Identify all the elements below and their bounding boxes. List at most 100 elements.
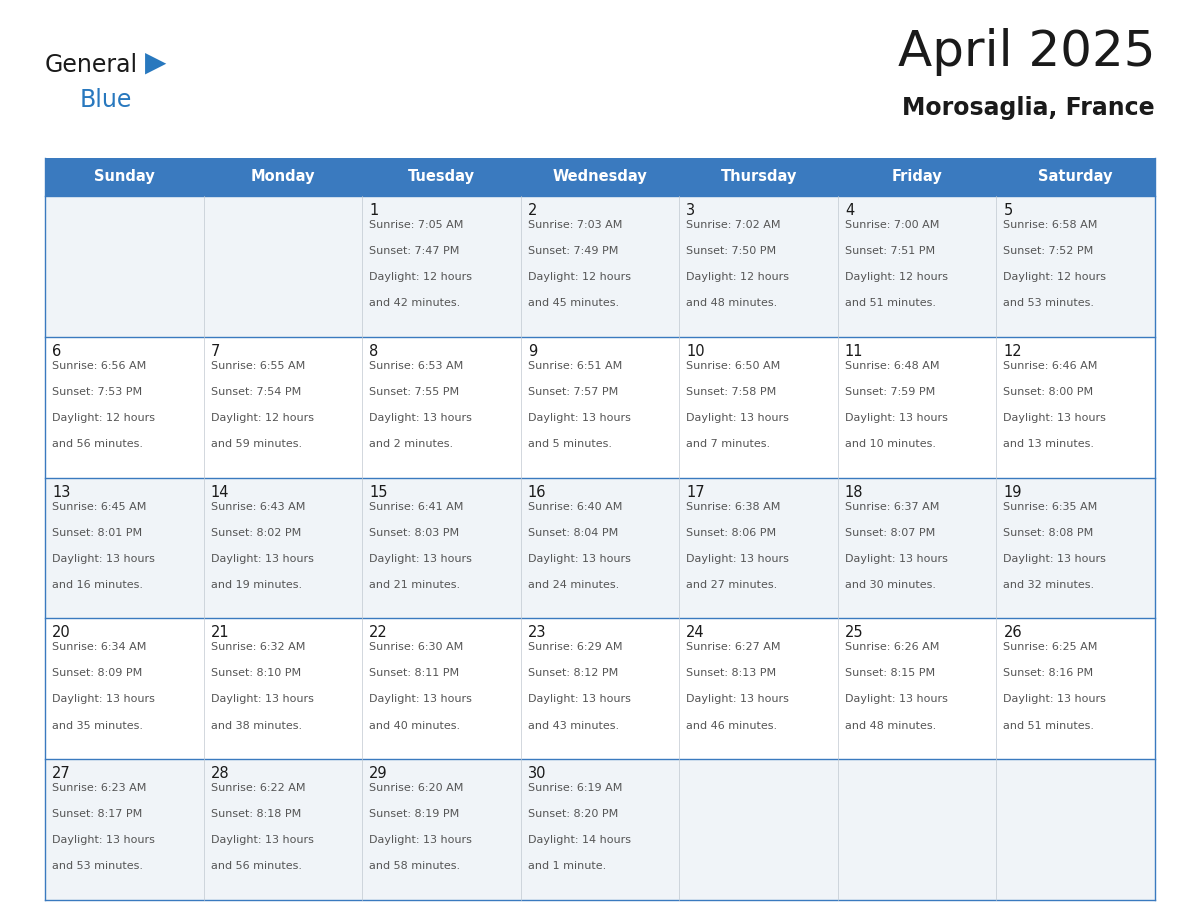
Text: Daylight: 13 hours: Daylight: 13 hours bbox=[52, 554, 154, 564]
Bar bbox=[680, 759, 838, 900]
Text: Daylight: 12 hours: Daylight: 12 hours bbox=[369, 272, 472, 282]
Bar bbox=[997, 759, 1155, 900]
Text: and 48 minutes.: and 48 minutes. bbox=[687, 298, 777, 308]
Text: and 38 minutes.: and 38 minutes. bbox=[210, 721, 302, 731]
Text: Sunset: 8:18 PM: Sunset: 8:18 PM bbox=[210, 810, 301, 819]
Bar bbox=[838, 196, 997, 337]
Bar bbox=[520, 196, 680, 337]
Text: and 43 minutes.: and 43 minutes. bbox=[527, 721, 619, 731]
Bar bbox=[203, 158, 362, 196]
Text: and 30 minutes.: and 30 minutes. bbox=[845, 580, 936, 589]
Text: 25: 25 bbox=[845, 625, 864, 641]
Text: and 13 minutes.: and 13 minutes. bbox=[1004, 439, 1094, 449]
Text: Sunset: 7:49 PM: Sunset: 7:49 PM bbox=[527, 246, 618, 256]
Text: Sunrise: 7:00 AM: Sunrise: 7:00 AM bbox=[845, 220, 940, 230]
Bar bbox=[45, 158, 203, 196]
Bar bbox=[680, 477, 838, 619]
Text: Sunrise: 6:40 AM: Sunrise: 6:40 AM bbox=[527, 501, 623, 511]
Text: Daylight: 13 hours: Daylight: 13 hours bbox=[1004, 413, 1106, 423]
Text: 26: 26 bbox=[1004, 625, 1022, 641]
Text: Daylight: 13 hours: Daylight: 13 hours bbox=[210, 554, 314, 564]
Text: Daylight: 12 hours: Daylight: 12 hours bbox=[527, 272, 631, 282]
Text: 23: 23 bbox=[527, 625, 546, 641]
Text: 9: 9 bbox=[527, 344, 537, 359]
Text: Sunrise: 6:35 AM: Sunrise: 6:35 AM bbox=[1004, 501, 1098, 511]
Text: 12: 12 bbox=[1004, 344, 1022, 359]
Text: Daylight: 14 hours: Daylight: 14 hours bbox=[527, 835, 631, 845]
Text: 18: 18 bbox=[845, 485, 864, 499]
Text: Sunset: 8:00 PM: Sunset: 8:00 PM bbox=[1004, 386, 1093, 397]
Text: Sunset: 7:59 PM: Sunset: 7:59 PM bbox=[845, 386, 935, 397]
Bar bbox=[45, 759, 203, 900]
Text: 30: 30 bbox=[527, 767, 546, 781]
Text: Sunset: 8:01 PM: Sunset: 8:01 PM bbox=[52, 528, 143, 538]
Text: Sunset: 8:19 PM: Sunset: 8:19 PM bbox=[369, 810, 460, 819]
Text: 24: 24 bbox=[687, 625, 704, 641]
Text: Sunset: 8:02 PM: Sunset: 8:02 PM bbox=[210, 528, 301, 538]
Text: Daylight: 13 hours: Daylight: 13 hours bbox=[369, 554, 472, 564]
Text: Sunset: 7:52 PM: Sunset: 7:52 PM bbox=[1004, 246, 1094, 256]
Text: Daylight: 13 hours: Daylight: 13 hours bbox=[369, 695, 472, 704]
Text: Sunset: 8:07 PM: Sunset: 8:07 PM bbox=[845, 528, 935, 538]
Bar bbox=[838, 477, 997, 619]
Text: and 21 minutes.: and 21 minutes. bbox=[369, 580, 460, 589]
Bar bbox=[362, 759, 520, 900]
Text: Sunrise: 6:19 AM: Sunrise: 6:19 AM bbox=[527, 783, 623, 793]
Text: Sunset: 8:13 PM: Sunset: 8:13 PM bbox=[687, 668, 777, 678]
Text: Sunrise: 6:51 AM: Sunrise: 6:51 AM bbox=[527, 361, 623, 371]
Text: Sunrise: 6:38 AM: Sunrise: 6:38 AM bbox=[687, 501, 781, 511]
Bar bbox=[362, 158, 520, 196]
Text: and 53 minutes.: and 53 minutes. bbox=[1004, 298, 1094, 308]
Text: Sunset: 8:04 PM: Sunset: 8:04 PM bbox=[527, 528, 618, 538]
Text: Sunrise: 6:46 AM: Sunrise: 6:46 AM bbox=[1004, 361, 1098, 371]
Text: Sunrise: 6:53 AM: Sunrise: 6:53 AM bbox=[369, 361, 463, 371]
Text: 6: 6 bbox=[52, 344, 62, 359]
Text: Sunset: 7:53 PM: Sunset: 7:53 PM bbox=[52, 386, 143, 397]
Text: and 58 minutes.: and 58 minutes. bbox=[369, 861, 460, 871]
Text: 8: 8 bbox=[369, 344, 379, 359]
Text: 13: 13 bbox=[52, 485, 70, 499]
Text: Daylight: 13 hours: Daylight: 13 hours bbox=[210, 835, 314, 845]
Bar bbox=[362, 196, 520, 337]
Text: Tuesday: Tuesday bbox=[407, 170, 475, 185]
Bar bbox=[45, 477, 203, 619]
Bar bbox=[997, 619, 1155, 759]
Text: and 53 minutes.: and 53 minutes. bbox=[52, 861, 143, 871]
Text: Sunset: 8:12 PM: Sunset: 8:12 PM bbox=[527, 668, 618, 678]
Bar bbox=[203, 337, 362, 477]
Text: Monday: Monday bbox=[251, 170, 315, 185]
Text: April 2025: April 2025 bbox=[897, 28, 1155, 76]
Bar bbox=[45, 619, 203, 759]
Text: Daylight: 13 hours: Daylight: 13 hours bbox=[1004, 695, 1106, 704]
Text: and 32 minutes.: and 32 minutes. bbox=[1004, 580, 1094, 589]
Bar bbox=[680, 196, 838, 337]
Text: Sunrise: 6:41 AM: Sunrise: 6:41 AM bbox=[369, 501, 463, 511]
Text: Daylight: 13 hours: Daylight: 13 hours bbox=[687, 413, 789, 423]
Bar bbox=[997, 337, 1155, 477]
Text: 5: 5 bbox=[1004, 203, 1012, 218]
Text: and 48 minutes.: and 48 minutes. bbox=[845, 721, 936, 731]
Text: and 45 minutes.: and 45 minutes. bbox=[527, 298, 619, 308]
Text: and 7 minutes.: and 7 minutes. bbox=[687, 439, 770, 449]
Text: Daylight: 13 hours: Daylight: 13 hours bbox=[527, 413, 631, 423]
Text: Daylight: 13 hours: Daylight: 13 hours bbox=[845, 413, 948, 423]
Text: and 19 minutes.: and 19 minutes. bbox=[210, 580, 302, 589]
Text: and 27 minutes.: and 27 minutes. bbox=[687, 580, 777, 589]
Text: and 42 minutes.: and 42 minutes. bbox=[369, 298, 461, 308]
Text: Sunset: 7:50 PM: Sunset: 7:50 PM bbox=[687, 246, 777, 256]
Text: Daylight: 12 hours: Daylight: 12 hours bbox=[210, 413, 314, 423]
Text: Sunset: 8:03 PM: Sunset: 8:03 PM bbox=[369, 528, 460, 538]
Text: 11: 11 bbox=[845, 344, 864, 359]
Text: Sunday: Sunday bbox=[94, 170, 154, 185]
Text: 27: 27 bbox=[52, 767, 71, 781]
Text: and 5 minutes.: and 5 minutes. bbox=[527, 439, 612, 449]
Text: 14: 14 bbox=[210, 485, 229, 499]
Text: Friday: Friday bbox=[892, 170, 942, 185]
Text: Sunset: 8:08 PM: Sunset: 8:08 PM bbox=[1004, 528, 1094, 538]
Text: 1: 1 bbox=[369, 203, 379, 218]
Text: 15: 15 bbox=[369, 485, 387, 499]
Text: Sunset: 8:17 PM: Sunset: 8:17 PM bbox=[52, 810, 143, 819]
Bar bbox=[520, 619, 680, 759]
Bar bbox=[680, 158, 838, 196]
Bar bbox=[362, 619, 520, 759]
